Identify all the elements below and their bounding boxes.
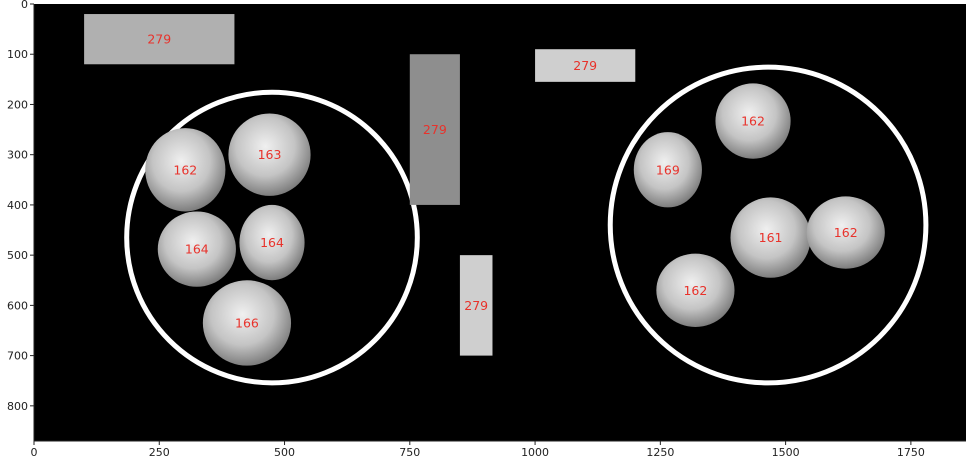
left-object-163 — [228, 113, 311, 196]
x-tick-label: 250 — [149, 446, 170, 459]
x-tick-label: 750 — [399, 446, 420, 459]
rect-center-bottom — [459, 255, 493, 356]
right-object-162-bottom — [656, 253, 735, 327]
right-object-162-right-label: 162 — [834, 225, 858, 240]
right-object-169-label: 169 — [656, 162, 680, 177]
right-object-162-top-label: 162 — [741, 114, 765, 129]
x-tick-label: 0 — [31, 446, 38, 459]
y-tick-label: 700 — [7, 350, 28, 363]
left-object-163-label: 163 — [258, 147, 282, 162]
left-object-162-label: 162 — [173, 162, 197, 177]
labels-layer: 162 163 164 164 166 162 169 161 162 162 279 279 279 2… — [147, 32, 857, 331]
y-tick-label: 200 — [7, 98, 28, 111]
right-ring — [607, 64, 929, 386]
right-object-161 — [730, 197, 811, 278]
rect-top-right — [535, 49, 636, 82]
x-tick-label: 1500 — [772, 446, 800, 459]
left-object-162 — [145, 128, 226, 212]
y-tick-label: 100 — [7, 48, 28, 61]
y-tick-label: 800 — [7, 400, 28, 413]
y-tick-label: 600 — [7, 299, 28, 312]
rect-center-tall-label: 279 — [423, 122, 447, 137]
left-object-166-label: 166 — [235, 315, 259, 330]
rings-layer — [124, 64, 929, 386]
left-object-164b — [239, 204, 305, 281]
x-tick-label: 1750 — [897, 446, 925, 459]
left-object-164b-label: 164 — [260, 235, 284, 250]
left-object-166 — [202, 280, 292, 366]
right-object-162-top — [715, 83, 791, 159]
rect-top-left — [84, 14, 235, 65]
left-ring — [124, 89, 420, 386]
y-tick-label: 0 — [21, 0, 28, 11]
left-object-164a-label: 164 — [185, 242, 209, 257]
y-tick-label: 500 — [7, 249, 28, 262]
right-object-169 — [633, 132, 702, 208]
x-tick-label: 1000 — [521, 446, 549, 459]
right-object-162-bottom-label: 162 — [683, 283, 707, 298]
rect-top-left-label: 279 — [147, 32, 171, 47]
x-tick-label: 1250 — [646, 446, 674, 459]
right-object-161-label: 161 — [759, 230, 783, 245]
left-object-164a — [157, 211, 236, 287]
right-object-162-right — [806, 196, 885, 269]
x-tick-label: 500 — [274, 446, 295, 459]
rect-center-bottom-label: 279 — [464, 298, 488, 313]
rect-top-right-label: 279 — [573, 58, 597, 73]
objects-layer — [145, 83, 885, 366]
axes-layer: 0 100 200 300 400 500 600 700 800 0 250 500 750 1000 1… — [7, 0, 966, 459]
rectangles-layer — [84, 14, 636, 356]
y-tick-label: 300 — [7, 149, 28, 162]
y-tick-label: 400 — [7, 199, 28, 212]
rect-center-tall — [409, 54, 460, 205]
